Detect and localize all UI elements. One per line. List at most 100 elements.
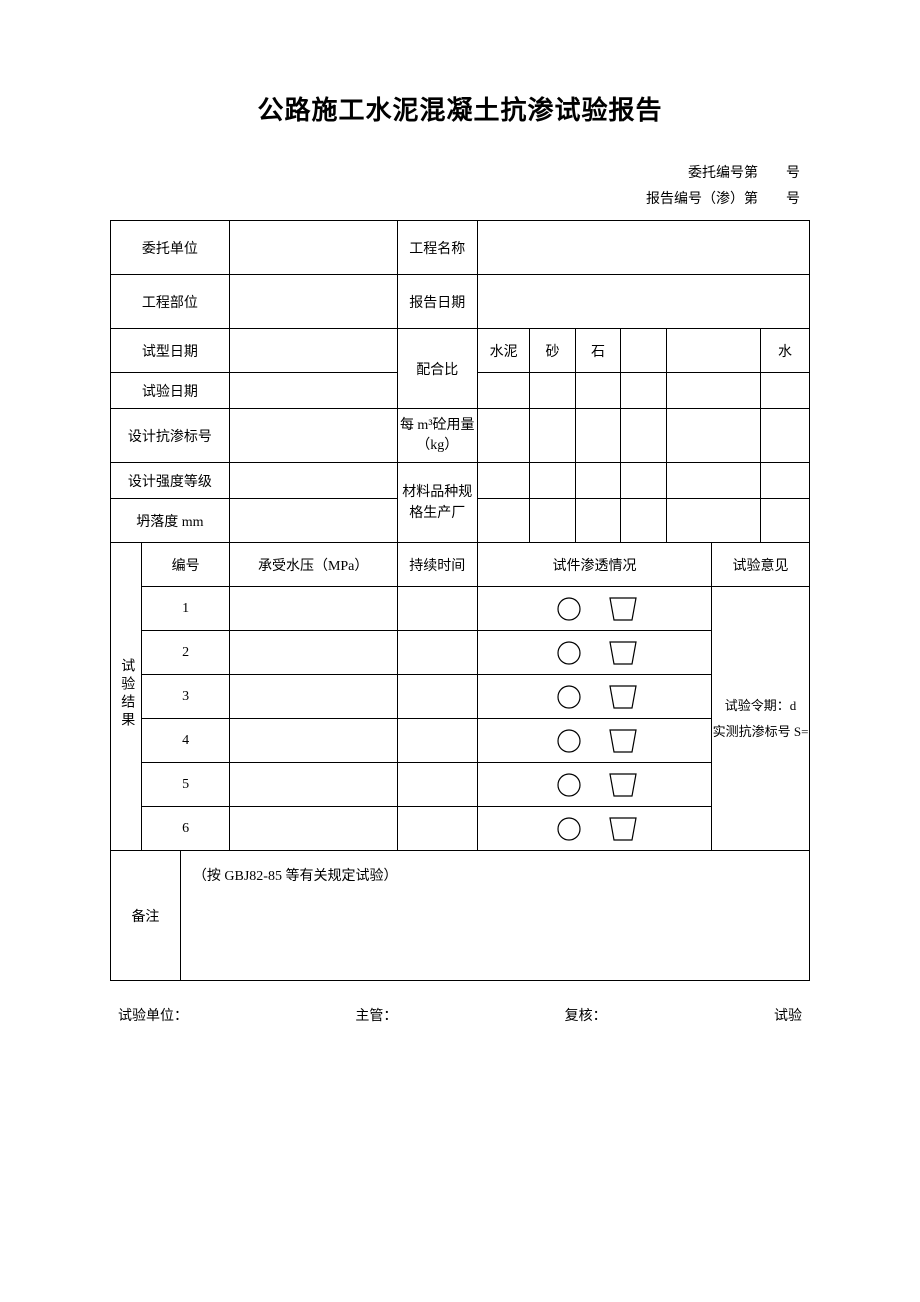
row-condition-3[interactable] [477, 675, 711, 719]
shapes-icon [524, 682, 664, 712]
label-project-part: 工程部位 [111, 275, 230, 329]
col-condition: 试件渗透情况 [477, 543, 711, 587]
row-duration-1[interactable] [397, 587, 477, 631]
spec-blank2[interactable] [666, 463, 760, 499]
row-duration-5[interactable] [397, 763, 477, 807]
col-opinion: 试验意见 [712, 543, 810, 587]
label-remarks: 备注 [111, 851, 181, 981]
row-condition-5[interactable] [477, 763, 711, 807]
usage-blank1[interactable] [621, 409, 666, 463]
field-project-part[interactable] [229, 275, 397, 329]
row-no-4: 4 [142, 719, 229, 763]
mix-header-blank1 [621, 329, 666, 373]
mix-header-water: 水 [760, 329, 809, 373]
spec-stone[interactable] [575, 463, 620, 499]
row-no-3: 3 [142, 675, 229, 719]
spec-cement[interactable] [477, 463, 529, 499]
col-duration: 持续时间 [397, 543, 477, 587]
row-no-6: 6 [142, 807, 229, 851]
mix-header-stone: 石 [575, 329, 620, 373]
field-report-date[interactable] [477, 275, 809, 329]
label-test-date: 试验日期 [111, 373, 230, 409]
footer-reviewer: 复核： [565, 1005, 607, 1025]
row-pressure-2[interactable] [229, 631, 397, 675]
commission-number: 委托编号第 号 [110, 162, 810, 182]
row-no-5: 5 [142, 763, 229, 807]
label-mold-date: 试型日期 [111, 329, 230, 373]
row-no-1: 1 [142, 587, 229, 631]
shapes-icon [524, 638, 664, 668]
field-test-date[interactable] [229, 373, 397, 409]
label-project-name: 工程名称 [397, 221, 477, 275]
row-duration-3[interactable] [397, 675, 477, 719]
row-condition-1[interactable] [477, 587, 711, 631]
label-usage: 每 m³砼用量（kg） [397, 409, 477, 463]
field-commission-unit[interactable] [229, 221, 397, 275]
footer-supervisor: 主管： [355, 1005, 397, 1025]
field-perm-grade[interactable] [229, 409, 397, 463]
mix-header-blank2 [666, 329, 760, 373]
label-material-spec: 材料品种规格生产厂 [397, 463, 477, 543]
mix-val-water[interactable] [760, 373, 809, 409]
mix-val-stone[interactable] [575, 373, 620, 409]
row-condition-2[interactable] [477, 631, 711, 675]
col-pressure: 承受水压（MPa） [229, 543, 397, 587]
report-number: 报告编号（渗）第 号 [110, 188, 810, 208]
usage-cement[interactable] [477, 409, 529, 463]
shapes-icon [524, 814, 664, 844]
spec2-sand[interactable] [530, 499, 575, 543]
label-commission-unit: 委托单位 [111, 221, 230, 275]
mix-header-sand: 砂 [530, 329, 575, 373]
label-perm-grade: 设计抗渗标号 [111, 409, 230, 463]
field-mold-date[interactable] [229, 329, 397, 373]
spec-sand[interactable] [530, 463, 575, 499]
footer-row: 试验单位： 主管： 复核： 试验 [110, 1005, 810, 1025]
col-no: 编号 [142, 543, 229, 587]
opinion-cell: 试验令期：d 实测抗渗标号 S= [712, 587, 810, 851]
spec-blank1[interactable] [621, 463, 666, 499]
mix-val-blank2[interactable] [666, 373, 760, 409]
spec2-stone[interactable] [575, 499, 620, 543]
label-strength-grade: 设计强度等级 [111, 463, 230, 499]
usage-stone[interactable] [575, 409, 620, 463]
usage-sand[interactable] [530, 409, 575, 463]
label-report-date: 报告日期 [397, 275, 477, 329]
mix-val-cement[interactable] [477, 373, 529, 409]
row-pressure-4[interactable] [229, 719, 397, 763]
field-strength-grade[interactable] [229, 463, 397, 499]
spec-water[interactable] [760, 463, 809, 499]
remarks-content[interactable]: （按 GBJ82-85 等有关规定试验） [180, 851, 809, 981]
spec2-cement[interactable] [477, 499, 529, 543]
row-pressure-5[interactable] [229, 763, 397, 807]
spec2-blank1[interactable] [621, 499, 666, 543]
label-results: 试验结果 [111, 543, 142, 851]
row-duration-2[interactable] [397, 631, 477, 675]
opinion-text: 试验令期：d 实测抗渗标号 S= [712, 693, 809, 745]
mix-val-blank1[interactable] [621, 373, 666, 409]
row-no-2: 2 [142, 631, 229, 675]
row-condition-4[interactable] [477, 719, 711, 763]
shapes-icon [524, 594, 664, 624]
report-table: 委托单位 工程名称 工程部位 报告日期 试型日期 配合比 水泥 砂 石 水 试验… [110, 220, 810, 981]
label-slump: 坍落度 mm [111, 499, 230, 543]
mix-val-sand[interactable] [530, 373, 575, 409]
row-duration-4[interactable] [397, 719, 477, 763]
row-pressure-3[interactable] [229, 675, 397, 719]
report-title: 公路施工水泥混凝土抗渗试验报告 [110, 90, 810, 127]
spec2-blank2[interactable] [666, 499, 760, 543]
field-slump[interactable] [229, 499, 397, 543]
row-pressure-6[interactable] [229, 807, 397, 851]
shapes-icon [524, 770, 664, 800]
footer-tester: 试验 [774, 1005, 802, 1025]
usage-blank2[interactable] [666, 409, 760, 463]
row-duration-6[interactable] [397, 807, 477, 851]
label-mix-ratio: 配合比 [397, 329, 477, 409]
field-project-name[interactable] [477, 221, 809, 275]
mix-header-cement: 水泥 [477, 329, 529, 373]
footer-test-unit: 试验单位： [118, 1005, 188, 1025]
row-pressure-1[interactable] [229, 587, 397, 631]
row-condition-6[interactable] [477, 807, 711, 851]
usage-water[interactable] [760, 409, 809, 463]
spec2-water[interactable] [760, 499, 809, 543]
shapes-icon [524, 726, 664, 756]
